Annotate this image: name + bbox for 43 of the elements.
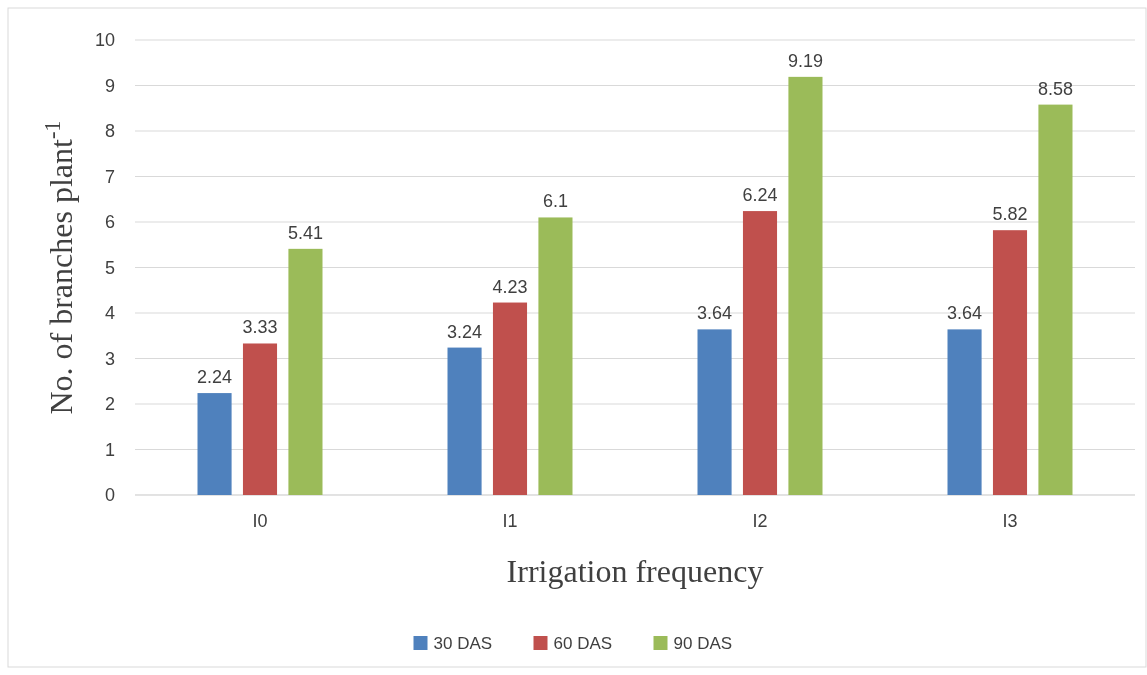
data-label: 2.24: [197, 367, 233, 388]
data-label: 6.24: [742, 185, 778, 206]
y-tick-label: 2: [104, 394, 115, 415]
bar: [242, 343, 278, 495]
x-tick-label: I2: [752, 511, 768, 531]
data-label: 6.1: [542, 191, 568, 212]
data-label: 3.24: [447, 321, 483, 342]
bar: [288, 248, 323, 495]
legend-label: 30 DAS: [433, 633, 493, 653]
y-tick-label: 1: [104, 439, 115, 460]
bar: [992, 230, 1028, 495]
data-label: 3.64: [697, 303, 733, 324]
bar: [742, 211, 778, 495]
bar: [788, 76, 823, 495]
data-label: 8.58: [1037, 78, 1073, 99]
bar: [447, 347, 482, 495]
bar: [947, 329, 982, 495]
bar: [538, 217, 573, 495]
y-tick-label: 6: [104, 212, 115, 233]
bar: [697, 329, 732, 495]
x-tick-label: I0: [252, 511, 268, 531]
x-tick-label: I3: [1002, 511, 1018, 531]
y-tick-label: 4: [104, 303, 115, 324]
data-label: 3.33: [242, 317, 278, 338]
bar: [492, 302, 528, 495]
y-tick-label: 10: [94, 30, 115, 51]
y-tick-label: 9: [104, 75, 115, 96]
y-tick-label: 3: [104, 348, 115, 369]
data-label: 5.41: [287, 222, 323, 243]
y-tick-label: 5: [104, 257, 115, 278]
y-tick-label: 7: [104, 166, 115, 187]
y-tick-label: 0: [104, 485, 115, 506]
data-label: 5.82: [992, 204, 1028, 225]
data-label: 3.64: [947, 303, 983, 324]
legend-label: 60 DAS: [553, 633, 613, 653]
data-label: 9.19: [787, 50, 823, 71]
x-axis-title: Irrigation frequency: [506, 553, 764, 589]
y-tick-label: 8: [104, 121, 115, 142]
legend-label: 90 DAS: [673, 633, 733, 653]
x-tick-label: I1: [502, 511, 518, 531]
bar: [197, 393, 232, 495]
bar: [1038, 104, 1073, 495]
data-label: 4.23: [492, 276, 528, 297]
